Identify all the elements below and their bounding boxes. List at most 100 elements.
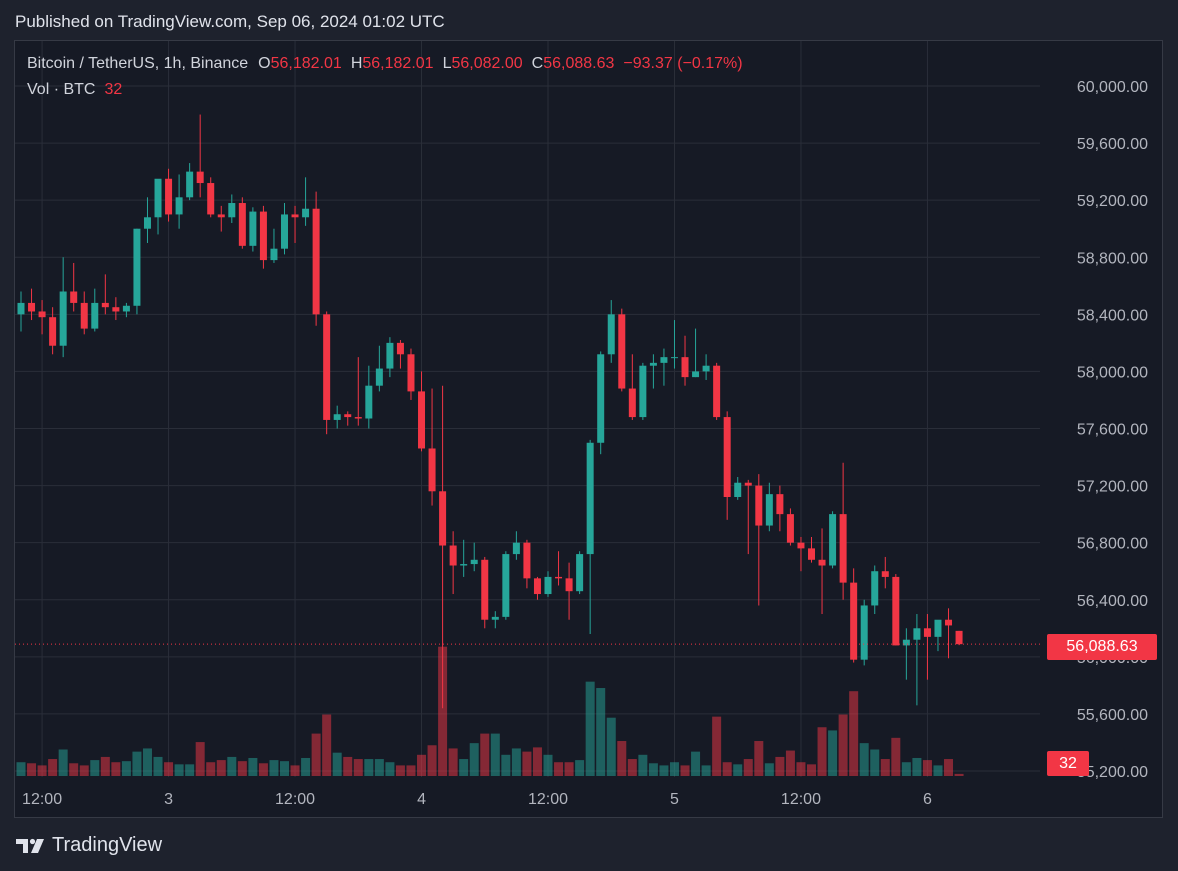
last-price-tag: 56,088.63 [1047,634,1157,660]
candle-body [80,302,88,329]
volume-bar [669,762,679,776]
price-tick-label: 60,000.00 [1077,79,1148,96]
candle-body [586,442,594,555]
candle-body [797,542,805,549]
candle-body [692,371,700,378]
candle-body [175,197,183,215]
price-tick-label: 57,200.00 [1077,479,1148,496]
volume-bar [775,756,785,776]
candle-body [776,494,784,515]
volume-bar [37,765,47,776]
high-value: 56,182.01 [362,55,434,72]
volume-bar [248,757,258,776]
candle-body [934,619,942,637]
volume-bar [933,765,943,776]
candle-body [101,302,109,308]
volume-bar [290,765,300,776]
price-candles [17,114,963,709]
candle-body [892,576,900,646]
high-label: H [350,55,363,72]
volume-bar [132,751,142,776]
volume-bar [817,727,827,776]
volume-bar [596,688,606,776]
volume-bar [912,757,922,776]
volume-bar [69,763,79,776]
volume-bar [585,681,595,776]
volume-bar [870,749,880,776]
candle-body [354,417,362,419]
volume-bar [448,748,458,776]
volume-bar [438,646,448,776]
tradingview-footer[interactable]: TradingView [16,834,162,857]
volume-bar [891,737,901,776]
volume-bar [237,761,247,776]
volume-bar [258,763,268,776]
volume-bars [16,646,964,776]
symbol-label[interactable]: Bitcoin / TetherUS, 1h, Binance [27,55,249,72]
candle-body [196,171,204,184]
candle-body [49,317,57,346]
time-tick-label: 3 [164,791,173,808]
volume-bar [764,763,774,776]
candle-body [38,311,46,318]
candle-body [291,214,299,218]
candle-body [829,514,837,566]
volume-bar [395,765,405,776]
volume-bar [480,733,490,776]
volume-legend: Vol · BTC 32 [27,81,122,99]
candle-body [512,542,520,555]
candle-body [449,545,457,566]
volume-bar [627,759,637,776]
published-caption: Published on TradingView.com, Sep 06, 20… [15,12,445,31]
candle-body [122,305,130,312]
candle-body [786,514,794,543]
volume-bar [280,761,289,776]
time-tick-label: 12:00 [22,791,62,808]
candle-body [133,228,141,306]
candle-body [808,548,815,560]
candle-body [945,619,953,626]
volume-bar [27,763,37,776]
candle-body [70,291,78,303]
candle-body [460,564,468,566]
low-value: 56,082.00 [451,55,523,72]
open-label: O [258,55,271,72]
volume-bar [511,748,521,776]
volume-bar [944,759,954,776]
candle-body [607,314,615,355]
candle-body [323,314,331,420]
candle-body [365,385,373,419]
candle-body [839,514,847,583]
candle-body [491,616,499,620]
volume-bar [111,762,121,776]
candle-body [228,203,236,218]
volume-label[interactable]: Vol · BTC [27,81,96,98]
volume-bar [606,717,616,776]
candle-body [59,291,67,346]
candle-body [186,171,194,198]
volume-bar [638,754,648,776]
volume-bar [922,760,932,776]
volume-bar [501,754,511,776]
volume-bar [206,762,216,776]
candle-body [302,208,310,218]
close-label: C [531,55,544,72]
volume-bar [691,751,701,776]
candle-body [386,342,394,369]
volume-bar [807,764,816,776]
volume-bar [733,764,743,776]
candle-body [17,302,25,315]
volume-bar [701,765,711,776]
volume-bar [301,757,311,776]
price-tick-label: 58,800.00 [1077,250,1148,267]
candle-body [670,357,678,359]
time-tick-label: 12:00 [781,791,821,808]
volume-bar [659,765,669,776]
price-tick-label: 57,600.00 [1077,422,1148,439]
candle-body [439,491,447,546]
time-axis: 12:00 3 12:00 4 12:00 5 12:00 6 [22,791,932,808]
volume-bar [406,765,416,776]
volume-bar [859,743,869,776]
volume-bar [174,764,184,776]
